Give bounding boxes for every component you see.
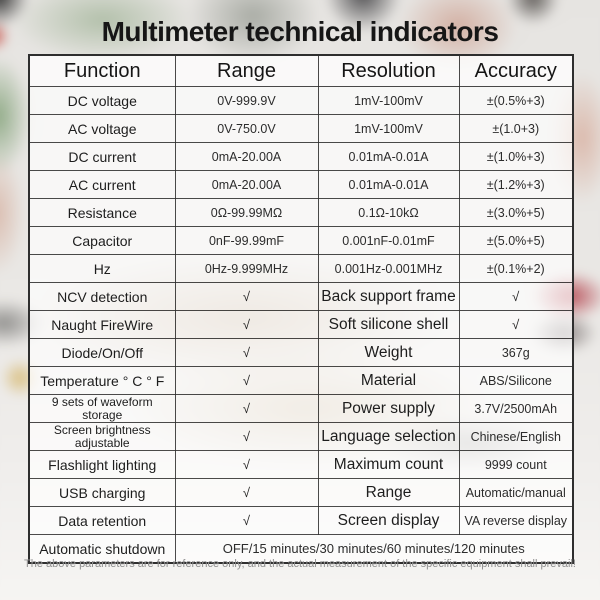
cell-function: AC current (28, 170, 176, 199)
cell-feature: Screen brightness adjustable (28, 422, 176, 451)
cell-property: Material (317, 366, 460, 395)
table-row: Hz 0Hz-9.999MHz 0.001Hz-0.001MHz ±(0.1%+… (28, 254, 574, 283)
cell-range: 0Ω-99.99MΩ (174, 198, 319, 227)
cell-function: DC current (28, 142, 176, 171)
cell-function: Hz (28, 254, 176, 283)
cell-value: VA reverse display (458, 506, 574, 535)
col-header-function: Function (28, 54, 176, 87)
cell-range: 0V-750.0V (174, 114, 319, 143)
cell-resolution: 0.001nF-0.01mF (317, 226, 460, 255)
cell-feature: USB charging (28, 478, 176, 507)
table-row: Naught FireWire √ Soft silicone shell √ (28, 310, 574, 339)
cell-check: √ (174, 506, 319, 535)
cell-check: √ (174, 422, 319, 451)
cell-accuracy: ±(1.0+3) (458, 114, 574, 143)
cell-property: Weight (317, 338, 460, 367)
cell-value: ABS/Silicone (458, 366, 574, 395)
cell-accuracy: ±(1.0%+3) (458, 142, 574, 171)
cell-property: Power supply (317, 394, 460, 423)
cell-check: √ (174, 394, 319, 423)
table-row: Temperature ° C ° F √ Material ABS/Silic… (28, 366, 574, 395)
cell-resolution: 0.01mA-0.01A (317, 170, 460, 199)
cell-range: 0Hz-9.999MHz (174, 254, 319, 283)
col-header-range: Range (174, 54, 319, 87)
cell-check: √ (174, 338, 319, 367)
cell-property: Back support frame (317, 282, 460, 311)
cell-feature: Temperature ° C ° F (28, 366, 176, 395)
table-row: DC current 0mA-20.00A 0.01mA-0.01A ±(1.0… (28, 142, 574, 171)
table-row: Data retention √ Screen display VA rever… (28, 506, 574, 535)
cell-resolution: 0.01mA-0.01A (317, 142, 460, 171)
cell-function: Resistance (28, 198, 176, 227)
cell-value: √ (458, 282, 574, 311)
cell-range: 0mA-20.00A (174, 142, 319, 171)
table-row: 9 sets of waveform storage √ Power suppl… (28, 394, 574, 423)
cell-function: AC voltage (28, 114, 176, 143)
table-row: Screen brightness adjustable √ Language … (28, 422, 574, 451)
table-row: Diode/On/Off √ Weight 367g (28, 338, 574, 367)
cell-range: 0V-999.9V (174, 86, 319, 115)
header-row: Function Range Resolution Accuracy (28, 54, 574, 87)
cell-accuracy: ±(0.1%+2) (458, 254, 574, 283)
table-row: Flashlight lighting √ Maximum count 9999… (28, 450, 574, 479)
cell-range: 0nF-99.99mF (174, 226, 319, 255)
cell-accuracy: ±(1.2%+3) (458, 170, 574, 199)
cell-resolution: 1mV-100mV (317, 86, 460, 115)
cell-value: Chinese/English (458, 422, 574, 451)
cell-feature: Automatic shutdown (28, 534, 176, 564)
disclaimer-text: The above parameters are for reference o… (24, 558, 576, 570)
cell-resolution: 1mV-100mV (317, 114, 460, 143)
cell-value: 367g (458, 338, 574, 367)
cell-feature: 9 sets of waveform storage (28, 394, 176, 423)
col-header-resolution: Resolution (317, 54, 460, 87)
cell-function: Capacitor (28, 226, 176, 255)
cell-range: 0mA-20.00A (174, 170, 319, 199)
cell-feature: Diode/On/Off (28, 338, 176, 367)
table-row: USB charging √ Range Automatic/manual (28, 478, 574, 507)
cell-property: Language selection (317, 422, 460, 451)
cell-value: 9999 count (458, 450, 574, 479)
cell-check: √ (174, 366, 319, 395)
table-row: NCV detection √ Back support frame √ (28, 282, 574, 311)
cell-accuracy: ±(5.0%+5) (458, 226, 574, 255)
cell-feature: Data retention (28, 506, 176, 535)
cell-property: Screen display (317, 506, 460, 535)
cell-value: Automatic/manual (458, 478, 574, 507)
cell-property: Range (317, 478, 460, 507)
cell-feature: NCV detection (28, 282, 176, 311)
cell-accuracy: ±(0.5%+3) (458, 86, 574, 115)
page-title: Multimeter technical indicators (101, 16, 499, 47)
cell-resolution: 0.1Ω-10kΩ (317, 198, 460, 227)
cell-feature: Naught FireWire (28, 310, 176, 339)
col-header-accuracy: Accuracy (458, 54, 574, 87)
cell-accuracy: ±(3.0%+5) (458, 198, 574, 227)
table-row: Capacitor 0nF-99.99mF 0.001nF-0.01mF ±(5… (28, 226, 574, 255)
cell-property: Soft silicone shell (317, 310, 460, 339)
cell-value: √ (458, 310, 574, 339)
table-row-automatic-shutdown: Automatic shutdown OFF/15 minutes/30 min… (28, 534, 574, 564)
cell-feature: Flashlight lighting (28, 450, 176, 479)
cell-function: DC voltage (28, 86, 176, 115)
cell-check: √ (174, 478, 319, 507)
cell-resolution: 0.001Hz-0.001MHz (317, 254, 460, 283)
cell-check: √ (174, 282, 319, 311)
spec-table: Function Range Resolution Accuracy DC vo… (28, 54, 574, 564)
table-row: AC current 0mA-20.00A 0.01mA-0.01A ±(1.2… (28, 170, 574, 199)
table-row: DC voltage 0V-999.9V 1mV-100mV ±(0.5%+3) (28, 86, 574, 115)
cell-value: 3.7V/2500mAh (458, 394, 574, 423)
cell-shutdown-options: OFF/15 minutes/30 minutes/60 minutes/120… (174, 534, 574, 564)
cell-check: √ (174, 310, 319, 339)
table-row: Resistance 0Ω-99.99MΩ 0.1Ω-10kΩ ±(3.0%+5… (28, 198, 574, 227)
cell-property: Maximum count (317, 450, 460, 479)
cell-check: √ (174, 450, 319, 479)
table-row: AC voltage 0V-750.0V 1mV-100mV ±(1.0+3) (28, 114, 574, 143)
